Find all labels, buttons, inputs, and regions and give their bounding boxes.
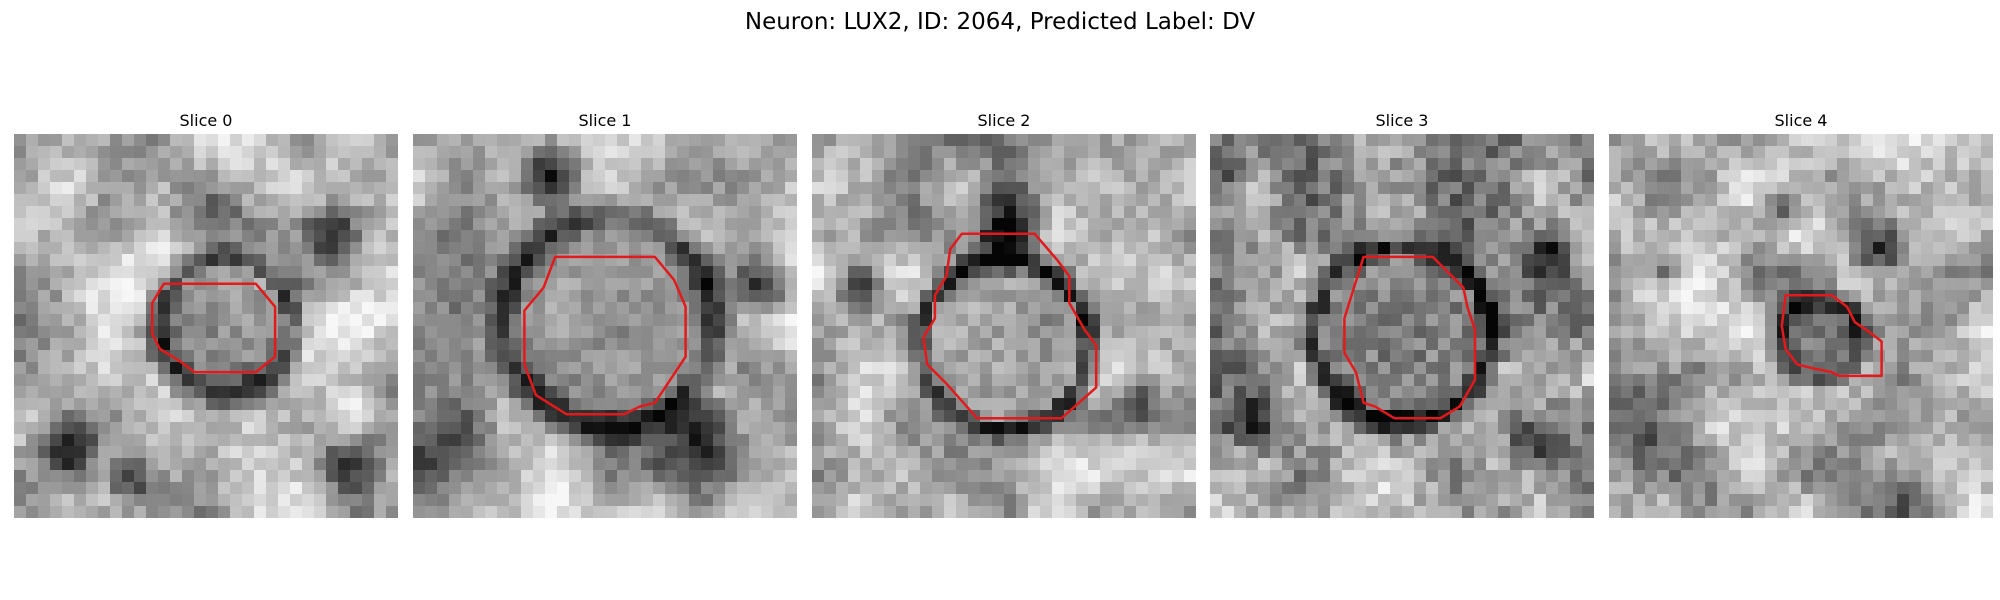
slice-texture	[812, 134, 1196, 518]
cell-contour-outline	[150, 282, 277, 374]
slice-title-1: Slice 1	[578, 111, 632, 130]
figure-title: Neuron: LUX2, ID: 2064, Predicted Label:…	[744, 9, 1256, 35]
slice-panel-2: Slice 2	[812, 108, 1196, 518]
slice-panel-3: Slice 3	[1210, 108, 1594, 518]
slice-panel-4: Slice 4	[1609, 108, 1993, 518]
slice-image-1	[413, 134, 797, 518]
slice-title-4: Slice 4	[1774, 111, 1828, 130]
cell-contour-outline	[1780, 294, 1883, 378]
slice-texture	[14, 134, 398, 518]
slice-texture	[1609, 134, 1993, 518]
slice-panel-1: Slice 1	[413, 108, 797, 518]
slice-texture	[1210, 134, 1594, 518]
slice-title-2: Slice 2	[977, 111, 1031, 130]
cell-contour-outline	[922, 232, 1098, 420]
cell-contour-outline	[1343, 255, 1477, 420]
slice-image-3	[1210, 134, 1594, 518]
slice-panel-0: Slice 0	[14, 108, 398, 518]
slice-texture	[413, 134, 797, 518]
slice-image-0	[14, 134, 398, 518]
slice-title-3: Slice 3	[1375, 111, 1429, 130]
slice-image-4	[1609, 134, 1993, 518]
slice-title-0: Slice 0	[179, 111, 233, 130]
slice-image-2	[812, 134, 1196, 518]
cell-contour-outline	[523, 255, 687, 416]
